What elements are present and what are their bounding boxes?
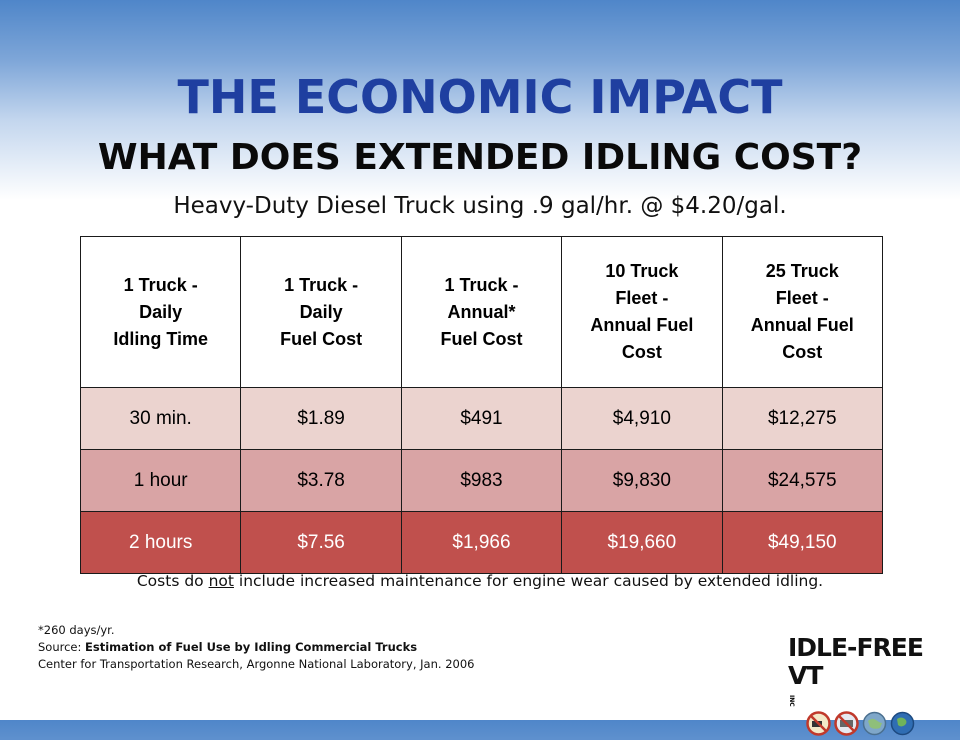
col-header-10-truck-fleet: 10 Truck Fleet - Annual Fuel Cost	[561, 236, 723, 388]
page-subtitle: WHAT DOES EXTENDED IDLING COST?	[97, 137, 863, 178]
table-cell: $1,966	[400, 511, 563, 574]
source-footer: *260 days/yr. Source: Estimation of Fuel…	[38, 622, 474, 673]
table-cell: 2 hours	[79, 511, 242, 574]
col-header-25-truck-fleet: 25 Truck Fleet - Annual Fuel Cost	[721, 236, 884, 388]
idling-cost-table: 1 Truck - Daily Idling Time 1 Truck - Daily…	[79, 236, 884, 574]
logo-icons	[806, 711, 938, 736]
source-citation: Source: Estimation of Fuel Use by Idling…	[38, 640, 418, 654]
table-cell: 1 hour	[79, 449, 242, 512]
col-header-daily-fuel-cost: 1 Truck - Daily Fuel Cost	[240, 236, 402, 388]
table-cell: $1.89	[240, 387, 402, 450]
table-cell: $9,830	[561, 449, 723, 512]
maintenance-note: Costs do not include increased maintenan…	[136, 572, 824, 590]
logo-suffix: INC	[788, 694, 795, 707]
no-idling-truck-icon	[806, 711, 831, 736]
table-row: 2 hours $7.56 $1,966 $19,660 $49,150	[79, 511, 884, 574]
idle-free-vt-logo: IDLE-FREE VT INC	[788, 633, 938, 736]
table-cell: $3.78	[240, 449, 402, 512]
table-cell: $19,660	[561, 511, 723, 574]
table-cell: $983	[400, 449, 563, 512]
table-cell: $24,575	[721, 449, 884, 512]
earth-icon	[890, 711, 915, 736]
col-header-annual-fuel-cost: 1 Truck - Annual* Fuel Cost	[400, 236, 563, 388]
logo-text: IDLE-FREE VT	[788, 633, 924, 690]
table-cell: $12,275	[721, 387, 884, 450]
table-cell: $4,910	[561, 387, 723, 450]
table-cell: $491	[400, 387, 563, 450]
table-row: 1 hour $3.78 $983 $9,830 $24,575	[79, 449, 884, 512]
table-header-row: 1 Truck - Daily Idling Time 1 Truck - Daily…	[79, 236, 884, 388]
source-title: Estimation of Fuel Use by Idling Commerc…	[85, 640, 418, 654]
table-row: 30 min. $1.89 $491 $4,910 $12,275	[79, 387, 884, 450]
note-emphasis: not	[208, 572, 234, 590]
truck-spec-line: Heavy-Duty Diesel Truck using .9 gal/hr.…	[173, 193, 787, 219]
col-header-daily-idling-time: 1 Truck - Daily Idling Time	[79, 236, 242, 388]
footnote-days: *260 days/yr.	[38, 623, 115, 637]
source-institution: Center for Transportation Research, Argo…	[38, 657, 475, 671]
no-idling-bus-icon	[834, 711, 859, 736]
page-title: THE ECONOMIC IMPACT	[177, 70, 783, 124]
globe-icon	[862, 711, 887, 736]
table-cell: $49,150	[721, 511, 884, 574]
table-cell: $7.56	[240, 511, 402, 574]
table-cell: 30 min.	[79, 387, 242, 450]
